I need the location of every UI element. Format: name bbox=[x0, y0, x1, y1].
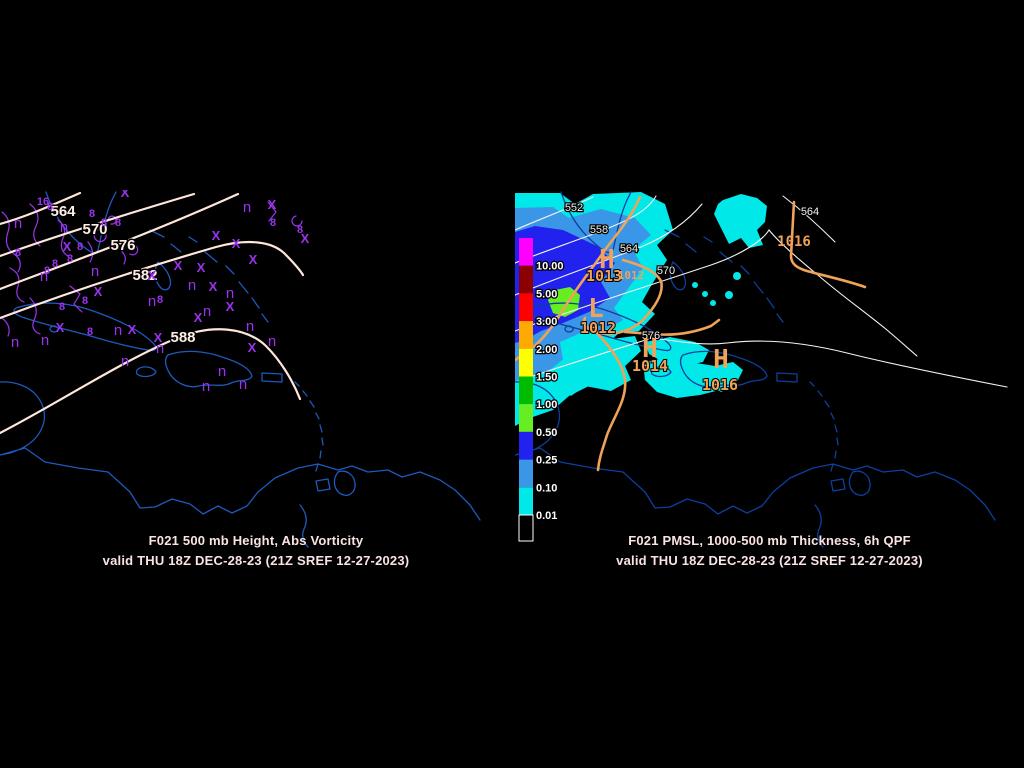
height-contour-label: 576 bbox=[110, 237, 135, 254]
vorticity-n-mark: n bbox=[156, 340, 164, 357]
pressure-center-value: 1014 bbox=[632, 357, 668, 375]
vorticity-value: 8 bbox=[101, 217, 107, 229]
qpf-scale-label: 0.10 bbox=[536, 482, 557, 494]
thickness-contour-label: 564 bbox=[801, 206, 819, 218]
qpf-fill-region bbox=[702, 291, 708, 297]
pressure-center-value: 1013 bbox=[586, 267, 622, 285]
left-panel-labels: 564570576582588XXXXXXXXXXXXXXXXXXnnnnnnn… bbox=[11, 190, 310, 395]
qpf-scale-label: 5.00 bbox=[536, 288, 557, 300]
vorticity-value: 8 bbox=[297, 224, 303, 236]
sref-weather-graphic: 564570576582588XXXXXXXXXXXXXXXXXXnnnnnnn… bbox=[0, 0, 1024, 768]
vorticity-n-mark: n bbox=[202, 378, 210, 395]
vorticity-x-mark: X bbox=[249, 252, 258, 267]
vorticity-n-mark: n bbox=[243, 199, 251, 216]
vorticity-n-mark: n bbox=[226, 285, 234, 302]
qpf-fill-region bbox=[725, 291, 733, 299]
height-contour-label: 588 bbox=[170, 329, 195, 346]
vorticity-x-mark: X bbox=[174, 258, 183, 273]
vorticity-x-mark: X bbox=[194, 310, 203, 325]
vorticity-n-mark: n bbox=[91, 263, 99, 280]
vorticity-n-mark: n bbox=[148, 293, 156, 310]
qpf-scale-segment bbox=[519, 321, 533, 349]
vorticity-value: 8 bbox=[157, 294, 163, 306]
vorticity-x-mark: X bbox=[209, 279, 218, 294]
thickness-contour-label: 552 bbox=[565, 202, 583, 214]
vorticity-x-mark: X bbox=[232, 236, 241, 251]
qpf-scale-label: 10.00 bbox=[536, 261, 564, 273]
vorticity-value: 8 bbox=[44, 265, 50, 277]
left-panel-title: F021 500 mb Height, Abs Vorticity bbox=[0, 533, 512, 548]
vorticity-value: 8 bbox=[82, 295, 88, 307]
vorticity-value: 8 bbox=[67, 253, 73, 265]
right-map-panel: 10.00 5.00 3.00 2.00 1.50 1.00 0.50 0.25 0.10 0.0… bbox=[515, 190, 1024, 570]
vorticity-value: 8 bbox=[270, 217, 276, 229]
left-map-panel: 564570576582588XXXXXXXXXXXXXXXXXXnnnnnnn… bbox=[0, 190, 512, 570]
vorticity-x-mark: X bbox=[121, 190, 130, 200]
vorticity-n-mark: n bbox=[11, 334, 19, 351]
vorticity-x-mark: X bbox=[148, 268, 157, 283]
qpf-scale-label: 1.50 bbox=[536, 372, 557, 384]
vorticity-n-mark: n bbox=[60, 219, 68, 236]
vorticity-x-mark: X bbox=[248, 340, 257, 355]
vorticity-n-mark: n bbox=[121, 353, 129, 370]
vorticity-value: 8 bbox=[87, 326, 93, 338]
vorticity-value: 8 bbox=[47, 201, 53, 213]
vorticity-x-mark: X bbox=[94, 284, 103, 299]
vorticity-value: 8 bbox=[115, 217, 121, 229]
vorticity-n-mark: n bbox=[41, 332, 49, 349]
qpf-scale-segment bbox=[519, 404, 533, 432]
vorticity-x-mark: X bbox=[197, 260, 206, 275]
qpf-scale-segment bbox=[519, 377, 533, 405]
qpf-scale-label: 1.00 bbox=[536, 399, 557, 411]
qpf-scale-label: 3.00 bbox=[536, 316, 557, 328]
vorticity-n-mark: n bbox=[188, 277, 196, 294]
qpf-scale-segment bbox=[519, 487, 533, 515]
thickness-contour-label: 558 bbox=[590, 224, 608, 236]
right-panel-title: F021 PMSL, 1000-500 mb Thickness, 6h QPF bbox=[515, 533, 1024, 548]
vorticity-x-mark: X bbox=[128, 322, 137, 337]
vorticity-value: 8 bbox=[15, 247, 21, 259]
right-panel-valid-time: valid THU 18Z DEC-28-23 (21Z SREF 12-27-… bbox=[515, 553, 1024, 568]
pressure-center-h: H bbox=[713, 345, 729, 375]
qpf-scale-segment bbox=[519, 349, 533, 377]
height-contour-label: 564 bbox=[50, 203, 76, 220]
qpf-scale-label: 0.25 bbox=[536, 455, 557, 467]
qpf-scale-label: 0.01 bbox=[536, 510, 557, 522]
vorticity-n-mark: n bbox=[268, 333, 276, 350]
vorticity-n-mark: n bbox=[246, 318, 254, 335]
vorticity-n-mark: n bbox=[218, 363, 226, 380]
qpf-scale-segment bbox=[519, 238, 533, 266]
qpf-scale-segment bbox=[519, 432, 533, 460]
qpf-fill-region bbox=[692, 282, 698, 288]
vorticity-x-mark: X bbox=[63, 239, 72, 254]
qpf-scale-label: 0.50 bbox=[536, 427, 557, 439]
vorticity-value: 8 bbox=[89, 208, 95, 220]
vorticity-n-mark: n bbox=[203, 303, 211, 320]
vorticity-n-mark: n bbox=[14, 215, 22, 232]
pressure-center-value: 1012 bbox=[580, 319, 616, 337]
qpf-scale-segment bbox=[519, 266, 533, 294]
height-contours bbox=[0, 193, 303, 433]
qpf-scale-segment bbox=[519, 293, 533, 321]
left-panel-valid-time: valid THU 18Z DEC-28-23 (21Z SREF 12-27-… bbox=[0, 553, 512, 568]
qpf-fill-region bbox=[710, 300, 716, 306]
isobar-label: 1012 bbox=[618, 269, 645, 282]
isobar-label: 1016 bbox=[777, 234, 811, 250]
vorticity-x-mark: X bbox=[268, 197, 277, 212]
thickness-contour-label: 570 bbox=[657, 265, 675, 277]
vorticity-n-mark: n bbox=[239, 376, 247, 393]
thickness-contour-label: 564 bbox=[620, 243, 638, 255]
vorticity-x-mark: X bbox=[56, 320, 65, 335]
qpf-scale-segment bbox=[519, 460, 533, 488]
vorticity-value: 8 bbox=[77, 241, 83, 253]
vorticity-x-mark: X bbox=[212, 228, 221, 243]
vorticity-value: 8 bbox=[52, 258, 58, 270]
qpf-scale-label: 2.00 bbox=[536, 344, 557, 356]
qpf-fill-region bbox=[733, 272, 741, 280]
pressure-center-value: 1016 bbox=[702, 376, 738, 394]
vorticity-value: 8 bbox=[59, 301, 65, 313]
vorticity-n-mark: n bbox=[114, 322, 122, 339]
